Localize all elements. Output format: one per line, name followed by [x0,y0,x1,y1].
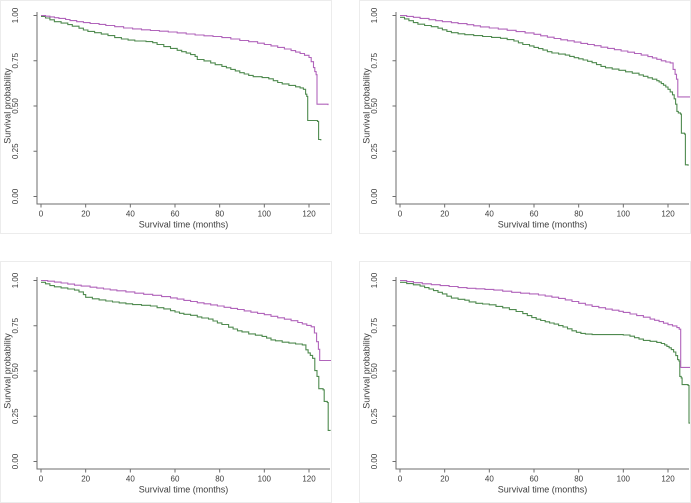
x-tick-label: 60 [171,210,180,219]
x-tick-label: 80 [215,475,224,484]
km-panel-top-left: 0.00 0.25 0.50 0.75 1.00 0 20 40 60 80 100 120 Survi… [0,0,332,234]
y-tick-label: 1.00 [370,272,379,288]
x-axis-title: Survival time (months) [498,220,588,230]
y-axis-title: Survival probability [3,333,13,409]
y-tick-label: 0.25 [370,408,379,424]
x-tick-label: 0 [398,210,403,219]
survival-curve-magenta [41,279,331,362]
y-axis-title: Survival probability [362,333,372,409]
y-tick-label: 0.00 [11,188,20,204]
y-tick-label: 0.75 [11,52,20,68]
km-plot-bottom-right: 0.00 0.25 0.50 0.75 1.00 0 20 40 60 80 100 120 Survi… [362,272,690,495]
y-tick-label: 0.75 [11,317,20,333]
survival-curve-green [400,16,689,166]
y-tick-label: 0.75 [370,52,379,68]
x-axis-title: Survival time (months) [139,220,229,230]
y-tick-label: 0.25 [11,143,20,159]
km-plot-top-left: 0.00 0.25 0.50 0.75 1.00 0 20 40 60 80 100 120 Survi… [3,7,330,230]
km-plot-bottom-left: 0.00 0.25 0.50 0.75 1.00 0 20 40 60 80 100 120 Survi… [3,272,331,495]
km-panel-top-right: 0.00 0.25 0.50 0.75 1.00 0 20 40 60 80 100 120 Survi… [359,0,691,234]
survival-curve-green [41,15,322,141]
y-tick-label: 1.00 [370,7,379,23]
x-tick-label: 80 [215,210,224,219]
x-tick-label: 100 [258,475,272,484]
km-plot-top-right: 0.00 0.25 0.50 0.75 1.00 0 20 40 60 80 100 120 Survi… [362,7,690,230]
x-tick-label: 120 [302,475,316,484]
x-tick-label: 120 [661,210,675,219]
x-tick-label: 120 [661,475,675,484]
y-tick-label: 0.50 [11,98,20,114]
km-panel-bottom-left: 0.00 0.25 0.50 0.75 1.00 0 20 40 60 80 100 120 Survi… [0,261,332,503]
x-tick-label: 100 [617,475,631,484]
x-tick-label: 120 [302,210,316,219]
y-tick-label: 0.50 [370,363,379,379]
y-axis-title: Survival probability [362,68,372,144]
x-tick-label: 60 [530,210,539,219]
y-tick-label: 0.00 [11,453,20,469]
x-tick-label: 100 [258,210,272,219]
survival-curve-green [400,281,690,424]
x-tick-label: 20 [440,210,449,219]
y-tick-label: 0.25 [370,143,379,159]
x-tick-label: 20 [440,475,449,484]
x-tick-label: 80 [574,475,583,484]
x-tick-label: 20 [81,475,90,484]
x-tick-label: 100 [617,210,631,219]
y-tick-label: 0.00 [370,453,379,469]
x-tick-label: 40 [485,210,494,219]
survival-curve-green [41,281,331,431]
x-tick-label: 0 [39,210,44,219]
y-tick-label: 1.00 [11,7,20,23]
x-tick-label: 40 [485,475,494,484]
x-tick-label: 60 [530,475,539,484]
survival-curve-magenta [400,279,690,368]
x-axis-title: Survival time (months) [139,485,229,495]
y-tick-label: 0.75 [370,317,379,333]
y-axis-title: Survival probability [3,68,13,144]
x-axis-title: Survival time (months) [498,485,588,495]
survival-curve-magenta [41,14,329,106]
x-tick-label: 0 [39,475,44,484]
survival-curve-magenta [400,14,690,98]
y-tick-label: 0.00 [370,188,379,204]
x-tick-label: 0 [398,475,403,484]
x-tick-label: 40 [126,475,135,484]
x-tick-label: 60 [171,475,180,484]
x-tick-label: 40 [126,210,135,219]
y-tick-label: 0.50 [11,363,20,379]
y-tick-label: 1.00 [11,272,20,288]
y-tick-label: 0.25 [11,408,20,424]
km-panel-bottom-right: 0.00 0.25 0.50 0.75 1.00 0 20 40 60 80 100 120 Survi… [359,261,691,503]
y-tick-label: 0.50 [370,98,379,114]
x-tick-label: 80 [574,210,583,219]
x-tick-label: 20 [81,210,90,219]
